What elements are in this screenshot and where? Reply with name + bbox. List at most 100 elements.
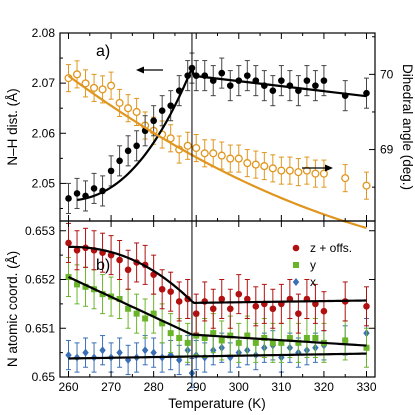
y-tick-label: 2.06: [32, 126, 56, 140]
arrow-left-axis-indicator: [136, 66, 163, 74]
dihedral-angle-point: [260, 162, 269, 171]
y-coord-point: [82, 283, 89, 290]
nh-distance-point: [150, 117, 157, 125]
y-tick-label: 2.08: [32, 26, 56, 40]
dihedral-angle-point: [107, 81, 116, 90]
x-tick-label: 300: [229, 380, 249, 394]
y-coord-point: [201, 335, 208, 341]
z-coord-point: [158, 285, 166, 293]
dihedral-angle-point: [277, 166, 286, 175]
panel-b-frame: [59, 220, 376, 378]
nh-distance-point: [133, 142, 140, 150]
nh-distance-point: [73, 190, 81, 197]
y-coord-point: [184, 339, 191, 346]
y-axis-label-n-atomic-coord: N atomic coord. (Å): [5, 251, 20, 367]
x-tick-label: 280: [144, 380, 164, 394]
fit-curve-y: [68, 276, 367, 347]
y-coord-point: [295, 339, 302, 346]
z-coord-point: [73, 246, 81, 254]
dihedral-angle-point: [285, 166, 294, 175]
legend-marker: [292, 278, 300, 286]
y-coord-point: [312, 335, 319, 341]
dihedral-angle-point: [294, 168, 303, 177]
nh-distance-point: [226, 82, 234, 89]
y-coord-point: [227, 332, 234, 339]
panel-b-x-ticks: 260 270 280 290 300 310 320 330: [58, 221, 377, 394]
z-coord-point: [65, 239, 72, 247]
legend-marker: [292, 244, 300, 252]
z-coord-point: [235, 290, 243, 298]
z-coord-point: [218, 295, 226, 303]
dihedral-angle-point: [268, 164, 277, 173]
dihedral-angle-point: [243, 159, 252, 168]
y-coord-point: [167, 330, 174, 337]
y-coord-point: [235, 339, 242, 346]
dihedral-angle-point: [362, 181, 371, 190]
nh-distance-point: [116, 157, 123, 165]
panel-a-series-layer: [64, 52, 371, 214]
nh-distance-point: [320, 77, 328, 84]
legend-label: z + offs.: [310, 241, 352, 255]
y-tick-label: 2.05: [32, 176, 56, 190]
nh-distance-point: [218, 69, 226, 77]
dihedral-angle-point: [341, 174, 350, 183]
y-tick-label: 0.651: [25, 321, 55, 335]
nh-distance-point: [243, 72, 251, 79]
fit-curve-dihedral-angle: [67, 74, 367, 230]
x-axis-label-temperature: Temperature (K): [168, 396, 266, 411]
y-coord-point: [244, 332, 251, 339]
dihedral-angle-point: [209, 149, 218, 158]
dihedral-angle-point: [90, 83, 99, 92]
fit-curve-x: [68, 352, 367, 360]
dihedral-angle-point: [234, 154, 243, 163]
x-coord-point: [65, 351, 72, 360]
z-coord-point: [209, 305, 217, 313]
dihedral-angle-point: [115, 98, 124, 107]
fit-curve-z: [68, 245, 367, 304]
y-coord-point: [133, 310, 140, 317]
z-coord-point: [175, 298, 183, 305]
y-coord-point: [74, 281, 81, 288]
y-coord-point: [363, 344, 370, 351]
dihedral-angle-point: [217, 151, 226, 160]
y-coord-point: [286, 335, 293, 341]
nh-distance-point: [90, 185, 98, 192]
nh-distance-point: [124, 147, 132, 155]
nh-distance-point: [65, 195, 72, 202]
nh-distance-point: [269, 87, 277, 94]
y-coord-point: [342, 337, 349, 344]
dihedral-angle-point: [72, 70, 82, 79]
x-tick-label: 290: [186, 380, 206, 394]
dihedral-angle-point: [311, 169, 320, 178]
y-tick-label: 0.653: [25, 224, 55, 238]
panel-a-right-y-ticks: 69 70: [369, 36, 394, 188]
y-coord-point: [218, 337, 225, 344]
legend-label: x: [310, 275, 316, 289]
y-tick-label: 0.652: [25, 273, 55, 287]
y-coord-point: [278, 339, 285, 346]
z-coord-point: [226, 305, 234, 313]
dihedral-angle-point: [192, 144, 201, 153]
legend-marker: [293, 262, 299, 268]
dihedral-angle-point: [124, 104, 133, 113]
dihedral-angle-point: [226, 154, 235, 163]
x-coord-point: [116, 348, 123, 357]
dihedral-angle-point: [302, 166, 311, 175]
z-coord-point: [167, 288, 174, 295]
y-coord-point: [142, 315, 149, 322]
y-axis-label-dihedral-angle: Dihedral angle (deg.): [400, 64, 415, 190]
x-coord-point: [150, 348, 157, 357]
z-coord-point: [363, 303, 370, 310]
panel-label-b: b): [96, 257, 110, 274]
y-coord-point: [303, 335, 310, 341]
dihedral-angle-point: [251, 160, 260, 169]
nh-distance-point: [312, 82, 319, 89]
nh-distance-point: [167, 102, 174, 109]
z-coord-point: [320, 307, 328, 315]
y-coord-point: [125, 305, 132, 312]
y-coord-point: [116, 296, 123, 302]
dihedral-angle-point: [98, 85, 107, 94]
z-coord-point: [192, 310, 200, 317]
legend-label: y: [310, 258, 316, 272]
